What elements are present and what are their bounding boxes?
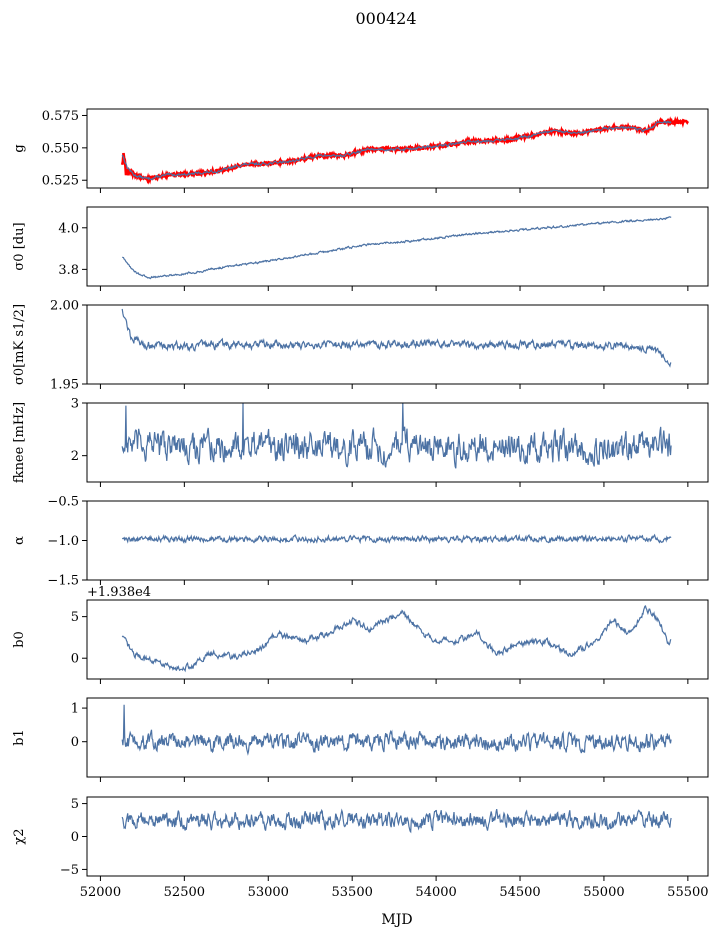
axes-frame-b1 (86, 697, 709, 778)
xtick-label: 54500 (499, 885, 540, 900)
ytick-label-alpha: −0.5 (47, 495, 79, 510)
series-b0 (121, 605, 672, 673)
series-b1 (121, 704, 672, 756)
axes-frame-sigma0_du (86, 206, 709, 287)
ylabel-g: g (12, 144, 27, 152)
panel-g: 0.525 0.550 0.575 g (12, 108, 709, 193)
ylabel-b1: b1 (12, 729, 27, 746)
ytick-label-g: 0.525 (42, 174, 79, 189)
ytick-label-b1: 1 (71, 702, 79, 717)
series-sigma0_mk (121, 308, 672, 368)
ytick-label-b0: 5 (71, 610, 79, 625)
axes-frame-chi2 (86, 796, 709, 877)
ytick-label-fknee: 3 (71, 397, 79, 412)
ylabel-fknee: fknee [mHz] (12, 402, 27, 483)
xtick-label: 55500 (667, 885, 708, 900)
panel-b1: 0 1 b1 (12, 697, 709, 782)
panel-fknee: 2 3 fknee [mHz] (12, 397, 709, 487)
axes-frame-fknee (86, 402, 709, 483)
offset-label-b0: +1.938e4 (87, 585, 151, 600)
series-alpha (121, 533, 672, 545)
ytick-label-alpha: −1.0 (47, 534, 79, 549)
xtick-label: 52500 (164, 885, 205, 900)
panel-sigma0_du: 3.8 4.0 σ0 [du] (12, 206, 709, 291)
ytick-label-g: 0.575 (42, 109, 79, 124)
ylabel-sigma0_du: σ0 [du] (12, 222, 27, 270)
panel-alpha: −1.5 −1.0 −0.5 α (12, 495, 709, 589)
xtick-label: 55000 (583, 885, 624, 900)
ylabel-b0: b0 (12, 631, 27, 648)
series-g (121, 120, 672, 181)
axes-frame-g (86, 108, 709, 189)
ytick-label-fknee: 2 (71, 449, 79, 464)
ytick-label-chi2: 0 (71, 830, 79, 845)
series-chi2 (121, 808, 672, 834)
xtick-label: 53000 (248, 885, 289, 900)
xtick-label: 54000 (415, 885, 456, 900)
ytick-label-sigma0_mk: 1.95 (50, 378, 79, 393)
ytick-label-sigma0_du: 3.8 (58, 263, 79, 278)
panel-chi2: −5 0 5 52000 52500 53000 53500 54000 54500 55000 5… (12, 796, 709, 900)
axes-frame-sigma0_mk (86, 304, 709, 385)
ytick-label-b0: 0 (71, 652, 79, 667)
series-fknee (121, 403, 672, 469)
panel-sigma0_mk: 1.95 2.00 σ0[mK s1/2] (12, 299, 709, 393)
panel-b0: 0 5 b0 +1.938e4 (12, 585, 709, 684)
ylabel-alpha: α (12, 536, 27, 545)
figure-title: 000424 (355, 9, 416, 28)
ylabel-sigma0_mk: σ0[mK s1/2] (12, 304, 27, 385)
ytick-label-alpha: −1.5 (47, 574, 79, 589)
ytick-label-chi2: −5 (60, 863, 79, 878)
ylabel-chi2: χ2 (12, 828, 27, 844)
xtick-label: 52000 (80, 885, 121, 900)
ytick-label-g: 0.550 (42, 141, 79, 156)
x-axis-label: MJD (381, 912, 412, 928)
xtick-label: 53500 (332, 885, 373, 900)
ytick-label-b1: 0 (71, 735, 79, 750)
ytick-label-sigma0_mk: 2.00 (50, 299, 79, 314)
ytick-label-chi2: 5 (71, 797, 79, 812)
axes-frame-b0 (86, 599, 709, 680)
panels: 0.525 0.550 0.575 g 3.8 4.0 σ0 [du] 1.95 2.00 σ0[… (12, 108, 709, 900)
series-sigma0_du (122, 216, 672, 280)
ytick-label-sigma0_du: 4.0 (58, 221, 79, 236)
